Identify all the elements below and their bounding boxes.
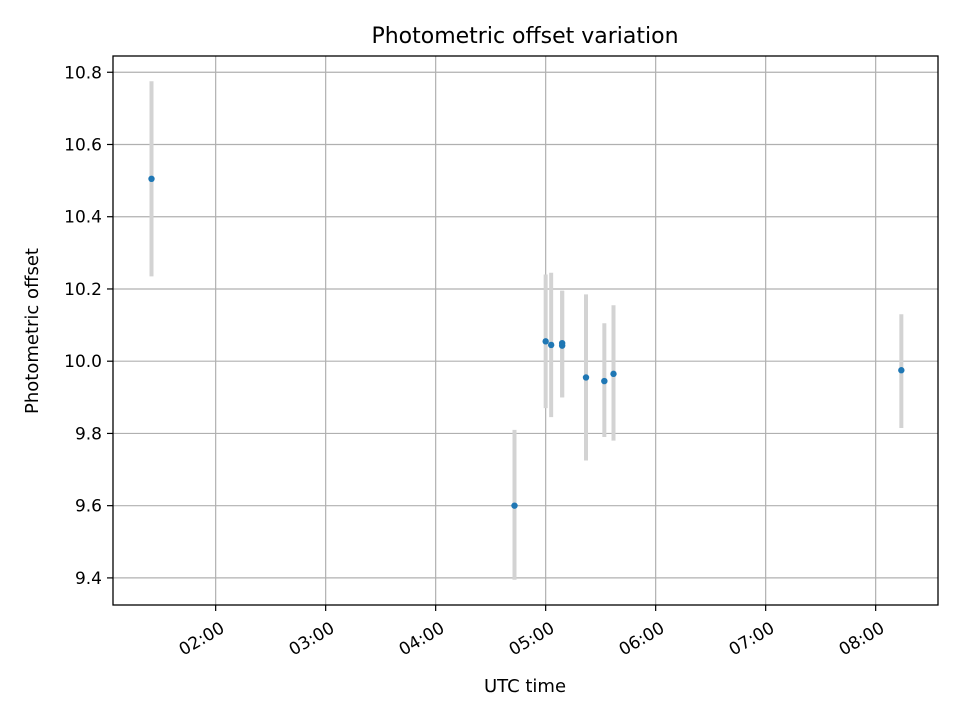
grid bbox=[113, 56, 938, 605]
y-tick-label: 9.6 bbox=[75, 497, 102, 517]
data-point bbox=[558, 342, 566, 349]
y-tick-label: 10.0 bbox=[64, 352, 102, 372]
data-point bbox=[542, 338, 549, 345]
data-point bbox=[148, 175, 155, 183]
data-point bbox=[898, 367, 905, 374]
y-tick-label: 10.2 bbox=[64, 280, 102, 300]
y-tick-label: 9.4 bbox=[75, 569, 102, 589]
data-point bbox=[601, 377, 608, 385]
data-points bbox=[148, 175, 905, 509]
chart-title: Photometric offset variation bbox=[371, 24, 678, 49]
data-point bbox=[582, 374, 590, 381]
data-point bbox=[511, 502, 518, 509]
y-axis: 9.4 9.6 9.8 10.0 10.2 10.4 10.6 10.8 bbox=[64, 63, 113, 589]
y-axis-title: Photometric offset bbox=[22, 248, 43, 414]
y-tick-label: 9.8 bbox=[75, 424, 102, 444]
y-tick-label: 10.8 bbox=[64, 63, 102, 83]
data-point bbox=[610, 370, 617, 378]
data-point bbox=[547, 341, 555, 349]
x-axis-title: UTC time bbox=[484, 676, 566, 697]
plot-frame bbox=[112, 55, 939, 606]
y-tick-label: 10.6 bbox=[64, 135, 102, 155]
y-tick-label: 10.4 bbox=[64, 208, 102, 228]
